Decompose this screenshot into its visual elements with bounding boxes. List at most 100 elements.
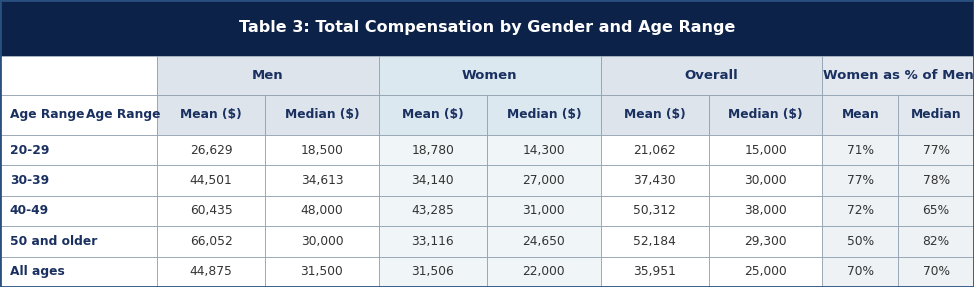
FancyBboxPatch shape xyxy=(898,257,974,287)
FancyBboxPatch shape xyxy=(0,165,157,196)
Text: Mean: Mean xyxy=(842,108,880,121)
Text: Table 3: Total Compensation by Gender and Age Range: Table 3: Total Compensation by Gender an… xyxy=(239,20,735,36)
Text: All ages: All ages xyxy=(10,265,64,278)
FancyBboxPatch shape xyxy=(0,56,157,95)
FancyBboxPatch shape xyxy=(265,95,379,135)
FancyBboxPatch shape xyxy=(487,165,601,196)
Text: Mean ($): Mean ($) xyxy=(402,108,464,121)
FancyBboxPatch shape xyxy=(487,257,601,287)
Text: 82%: 82% xyxy=(922,235,950,248)
Text: 29,300: 29,300 xyxy=(744,235,787,248)
Text: 30-39: 30-39 xyxy=(10,174,49,187)
Text: Mean ($): Mean ($) xyxy=(180,108,242,121)
FancyBboxPatch shape xyxy=(601,56,822,95)
FancyBboxPatch shape xyxy=(157,135,265,165)
FancyBboxPatch shape xyxy=(601,95,709,135)
FancyBboxPatch shape xyxy=(709,226,822,257)
Text: 77%: 77% xyxy=(922,144,950,157)
Text: 30,000: 30,000 xyxy=(744,174,787,187)
FancyBboxPatch shape xyxy=(601,135,709,165)
FancyBboxPatch shape xyxy=(601,226,709,257)
FancyBboxPatch shape xyxy=(709,257,822,287)
Text: 78%: 78% xyxy=(922,174,950,187)
Text: 20-29: 20-29 xyxy=(10,144,49,157)
Text: 30,000: 30,000 xyxy=(301,235,343,248)
Text: 60,435: 60,435 xyxy=(190,204,233,218)
FancyBboxPatch shape xyxy=(709,135,822,165)
FancyBboxPatch shape xyxy=(898,95,974,135)
Text: 27,000: 27,000 xyxy=(522,174,565,187)
Text: Age Range: Age Range xyxy=(87,108,161,121)
Text: 34,613: 34,613 xyxy=(301,174,343,187)
Text: Median ($): Median ($) xyxy=(506,108,581,121)
FancyBboxPatch shape xyxy=(379,196,487,226)
Text: 31,500: 31,500 xyxy=(301,265,344,278)
FancyBboxPatch shape xyxy=(379,95,487,135)
Text: 38,000: 38,000 xyxy=(744,204,787,218)
FancyBboxPatch shape xyxy=(0,257,157,287)
FancyBboxPatch shape xyxy=(379,56,601,95)
Text: 50,312: 50,312 xyxy=(633,204,676,218)
Text: 50 and older: 50 and older xyxy=(10,235,97,248)
Text: 52,184: 52,184 xyxy=(633,235,676,248)
FancyBboxPatch shape xyxy=(0,0,974,56)
Text: 15,000: 15,000 xyxy=(744,144,787,157)
FancyBboxPatch shape xyxy=(822,226,898,257)
FancyBboxPatch shape xyxy=(379,226,487,257)
Text: 31,000: 31,000 xyxy=(522,204,565,218)
Text: 25,000: 25,000 xyxy=(744,265,787,278)
FancyBboxPatch shape xyxy=(822,56,974,95)
FancyBboxPatch shape xyxy=(709,95,822,135)
Text: 50%: 50% xyxy=(846,235,874,248)
FancyBboxPatch shape xyxy=(0,95,157,135)
FancyBboxPatch shape xyxy=(822,257,898,287)
FancyBboxPatch shape xyxy=(0,135,157,165)
FancyBboxPatch shape xyxy=(487,95,601,135)
Text: 31,506: 31,506 xyxy=(411,265,454,278)
Text: 65%: 65% xyxy=(922,204,950,218)
Text: 34,140: 34,140 xyxy=(412,174,454,187)
Text: 40-49: 40-49 xyxy=(10,204,49,218)
FancyBboxPatch shape xyxy=(487,135,601,165)
Text: Median ($): Median ($) xyxy=(284,108,359,121)
Text: Overall: Overall xyxy=(685,69,738,82)
Text: 22,000: 22,000 xyxy=(522,265,565,278)
Text: Mean ($): Mean ($) xyxy=(624,108,686,121)
FancyBboxPatch shape xyxy=(898,165,974,196)
Text: 35,951: 35,951 xyxy=(633,265,676,278)
FancyBboxPatch shape xyxy=(265,135,379,165)
FancyBboxPatch shape xyxy=(601,257,709,287)
Text: Women: Women xyxy=(462,69,517,82)
Text: 48,000: 48,000 xyxy=(301,204,344,218)
Text: 72%: 72% xyxy=(846,204,874,218)
FancyBboxPatch shape xyxy=(822,196,898,226)
FancyBboxPatch shape xyxy=(709,165,822,196)
FancyBboxPatch shape xyxy=(898,135,974,165)
Text: Men: Men xyxy=(252,69,283,82)
FancyBboxPatch shape xyxy=(157,165,265,196)
FancyBboxPatch shape xyxy=(157,196,265,226)
Text: 21,062: 21,062 xyxy=(633,144,676,157)
FancyBboxPatch shape xyxy=(265,165,379,196)
Text: Median: Median xyxy=(911,108,961,121)
Text: 71%: 71% xyxy=(846,144,874,157)
Text: 18,780: 18,780 xyxy=(411,144,454,157)
Text: 37,430: 37,430 xyxy=(633,174,676,187)
Text: Median ($): Median ($) xyxy=(729,108,803,121)
FancyBboxPatch shape xyxy=(822,165,898,196)
FancyBboxPatch shape xyxy=(601,165,709,196)
FancyBboxPatch shape xyxy=(898,226,974,257)
Text: Women as % of Men: Women as % of Men xyxy=(823,69,974,82)
FancyBboxPatch shape xyxy=(265,257,379,287)
FancyBboxPatch shape xyxy=(0,196,157,226)
FancyBboxPatch shape xyxy=(0,226,157,257)
FancyBboxPatch shape xyxy=(265,226,379,257)
Text: 44,501: 44,501 xyxy=(190,174,233,187)
Text: 26,629: 26,629 xyxy=(190,144,233,157)
FancyBboxPatch shape xyxy=(265,196,379,226)
Text: 43,285: 43,285 xyxy=(411,204,454,218)
FancyBboxPatch shape xyxy=(379,135,487,165)
Text: 44,875: 44,875 xyxy=(190,265,233,278)
FancyBboxPatch shape xyxy=(898,196,974,226)
Text: 14,300: 14,300 xyxy=(522,144,565,157)
